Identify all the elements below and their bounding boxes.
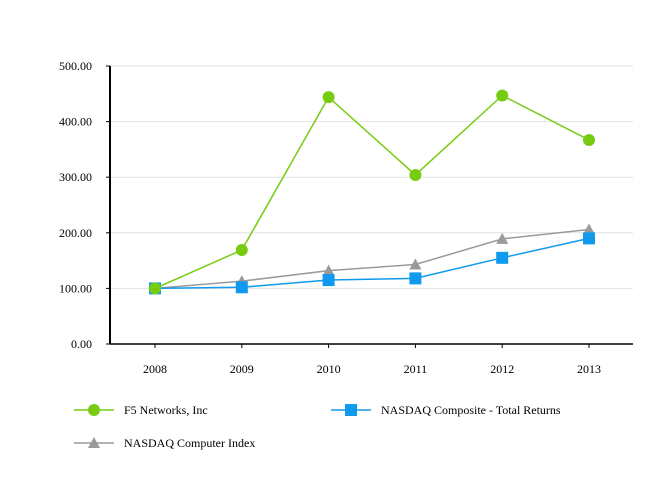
y-tick-label: 100.00 bbox=[59, 281, 92, 295]
data-point-2-4 bbox=[496, 232, 509, 244]
data-point-0-4 bbox=[496, 89, 509, 102]
legend-label-2: NASDAQ Computer Index bbox=[124, 436, 255, 450]
data-point-1-2 bbox=[322, 274, 335, 287]
data-point-0-5 bbox=[583, 133, 595, 146]
series-line-2 bbox=[154, 228, 590, 290]
x-tick-label: 2012 bbox=[490, 362, 514, 376]
y-tick-label: 300.00 bbox=[59, 170, 92, 184]
data-point-1-4 bbox=[496, 251, 509, 264]
y-tick-label: 400.00 bbox=[59, 115, 92, 129]
x-tick-label: 2008 bbox=[143, 362, 167, 376]
y-tick-labels: 0.00 100.00 200.00 300.00 400.00 500.00 bbox=[59, 59, 110, 351]
data-point-1-5 bbox=[583, 232, 595, 245]
data-point-1-3 bbox=[409, 272, 422, 285]
legend-label-0: F5 Networks, Inc bbox=[124, 403, 208, 417]
series-0 bbox=[149, 89, 595, 295]
x-tick-label: 2010 bbox=[317, 362, 341, 376]
x-tick-labels: 2008 2009 2010 2011 2012 2013 bbox=[143, 344, 601, 376]
data-point-1-1 bbox=[235, 281, 248, 294]
x-tick-label: 2011 bbox=[404, 362, 428, 376]
series-2 bbox=[149, 223, 595, 294]
legend: F5 Networks, Inc NASDAQ Composite - Total… bbox=[74, 403, 561, 450]
legend-item-0: F5 Networks, Inc bbox=[74, 403, 208, 417]
data-point-0-0 bbox=[149, 282, 161, 295]
series-line-1 bbox=[154, 237, 590, 290]
series-group bbox=[149, 89, 595, 295]
grid-lines bbox=[110, 65, 633, 289]
series-line-0 bbox=[154, 94, 590, 290]
y-tick-label: 200.00 bbox=[59, 226, 92, 240]
data-point-2-5 bbox=[583, 223, 595, 235]
data-point-0-1 bbox=[235, 244, 248, 257]
series-1 bbox=[149, 232, 595, 295]
legend-marker-1 bbox=[345, 404, 357, 416]
legend-item-2: NASDAQ Computer Index bbox=[74, 436, 255, 450]
y-tick-label: 0.00 bbox=[71, 337, 92, 351]
x-tick-label: 2009 bbox=[230, 362, 254, 376]
legend-marker-2 bbox=[88, 437, 100, 448]
data-point-0-3 bbox=[409, 168, 422, 181]
axes bbox=[109, 66, 633, 345]
legend-marker-0 bbox=[88, 404, 100, 416]
legend-item-1: NASDAQ Composite - Total Returns bbox=[331, 403, 561, 417]
data-point-2-3 bbox=[409, 258, 422, 270]
x-tick-label: 2013 bbox=[577, 362, 601, 376]
legend-label-1: NASDAQ Composite - Total Returns bbox=[381, 403, 561, 417]
data-point-0-2 bbox=[322, 91, 335, 104]
y-tick-label: 500.00 bbox=[59, 59, 92, 73]
data-point-2-2 bbox=[322, 264, 335, 276]
